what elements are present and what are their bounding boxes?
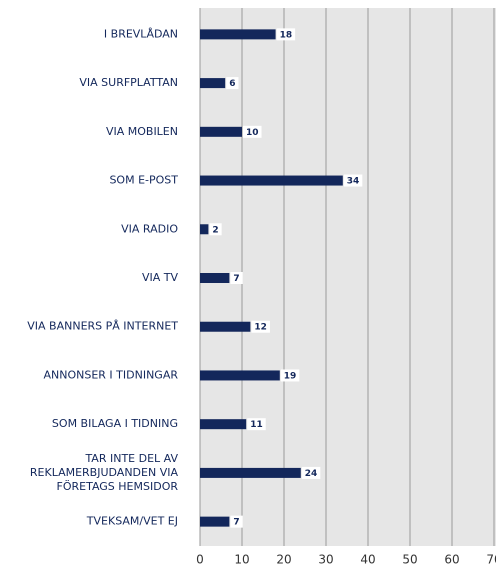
value-label: 6 xyxy=(229,79,235,89)
value-label-group: 18 xyxy=(276,28,296,41)
value-label-group: 34 xyxy=(343,174,363,187)
category-label: ANNONSER I TIDNINGAR xyxy=(43,368,178,381)
value-label-bg xyxy=(251,320,270,333)
value-label-group: 12 xyxy=(251,320,270,333)
x-tick-label: 30 xyxy=(318,553,333,567)
value-label-group: 7 xyxy=(230,272,243,284)
plot-background xyxy=(200,8,496,546)
bar xyxy=(200,370,280,381)
bar xyxy=(200,321,251,332)
value-label-bg xyxy=(247,418,266,431)
bar xyxy=(200,273,230,283)
value-label-bg xyxy=(276,28,296,41)
value-label-bg xyxy=(209,223,222,236)
category-label: VIA BANNERS PÅ INTERNET xyxy=(27,320,178,333)
value-label-bg xyxy=(243,125,262,138)
value-label-bg xyxy=(343,174,363,187)
bar xyxy=(200,78,226,89)
category-label: VIA SURFPLATTAN xyxy=(79,76,178,89)
x-tick-label: 50 xyxy=(402,553,417,567)
category-label: VIA MOBILEN xyxy=(106,125,178,138)
value-label-group: 24 xyxy=(301,466,321,479)
value-label: 10 xyxy=(246,128,259,138)
value-label: 34 xyxy=(347,177,360,187)
x-tick-label: 40 xyxy=(360,553,375,567)
x-tick-label: 20 xyxy=(276,553,291,567)
value-label: 19 xyxy=(284,371,297,381)
category-label: TAR INTE DEL AV REKLAMERBJUDANDEN VIA FÖRE… xyxy=(30,452,179,493)
value-label: 2 xyxy=(212,225,218,235)
value-label-bg xyxy=(230,515,243,528)
x-tick-label: 60 xyxy=(444,553,459,567)
category-label: TVEKSAM/VET EJ xyxy=(86,515,178,528)
value-label: 12 xyxy=(254,323,267,333)
value-label-group: 11 xyxy=(247,418,266,431)
bar xyxy=(200,467,301,478)
bar xyxy=(200,175,343,186)
value-label-group: 10 xyxy=(243,125,262,138)
category-label: VIA TV xyxy=(142,271,179,284)
value-label: 24 xyxy=(305,469,318,479)
x-tick-label: 0 xyxy=(196,553,204,567)
bar xyxy=(200,516,230,527)
value-label: 11 xyxy=(250,420,263,430)
category-label: I BREVLÅDAN xyxy=(104,27,178,40)
category-label: SOM BILAGA I TIDNING xyxy=(52,417,178,430)
category-label: VIA RADIO xyxy=(121,222,178,235)
value-label-bg xyxy=(280,369,300,382)
bar xyxy=(200,126,242,137)
value-label-group: 7 xyxy=(230,515,243,528)
value-label-bg xyxy=(230,272,243,284)
bar xyxy=(200,29,276,40)
category-label: SOM E-POST xyxy=(109,174,178,187)
value-label-bg xyxy=(301,466,321,479)
value-label-group: 2 xyxy=(209,223,222,236)
bar xyxy=(200,419,247,430)
x-tick-label: 70 xyxy=(486,553,496,567)
value-label-bg xyxy=(226,77,239,90)
bar xyxy=(200,224,209,235)
value-label: 7 xyxy=(233,274,239,284)
value-label: 18 xyxy=(280,30,293,40)
x-tick-label: 10 xyxy=(234,553,249,567)
value-label-group: 19 xyxy=(280,369,300,382)
value-label: 7 xyxy=(233,518,239,528)
value-label-group: 6 xyxy=(226,77,239,90)
